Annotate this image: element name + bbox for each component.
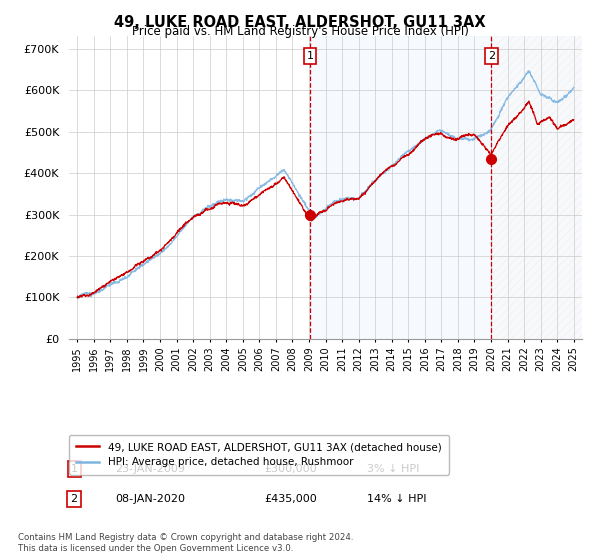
Bar: [310, 36, 491, 339]
Text: £435,000: £435,000: [264, 494, 317, 504]
Bar: [491, 36, 582, 339]
Text: £300,000: £300,000: [264, 464, 317, 474]
Text: 1: 1: [307, 51, 313, 61]
Text: Contains HM Land Registry data © Crown copyright and database right 2024.
This d: Contains HM Land Registry data © Crown c…: [18, 533, 353, 553]
Text: Price paid vs. HM Land Registry's House Price Index (HPI): Price paid vs. HM Land Registry's House …: [131, 25, 469, 38]
Text: 08-JAN-2020: 08-JAN-2020: [115, 494, 185, 504]
Legend: 49, LUKE ROAD EAST, ALDERSHOT, GU11 3AX (detached house), HPI: Average price, de: 49, LUKE ROAD EAST, ALDERSHOT, GU11 3AX …: [69, 435, 449, 474]
Text: 1: 1: [71, 464, 77, 474]
Text: 2: 2: [71, 494, 77, 504]
Text: 14% ↓ HPI: 14% ↓ HPI: [367, 494, 426, 504]
Text: 3% ↓ HPI: 3% ↓ HPI: [367, 464, 419, 474]
Text: 23-JAN-2009: 23-JAN-2009: [115, 464, 185, 474]
Text: 49, LUKE ROAD EAST, ALDERSHOT, GU11 3AX: 49, LUKE ROAD EAST, ALDERSHOT, GU11 3AX: [114, 15, 486, 30]
Text: 2: 2: [488, 51, 495, 61]
